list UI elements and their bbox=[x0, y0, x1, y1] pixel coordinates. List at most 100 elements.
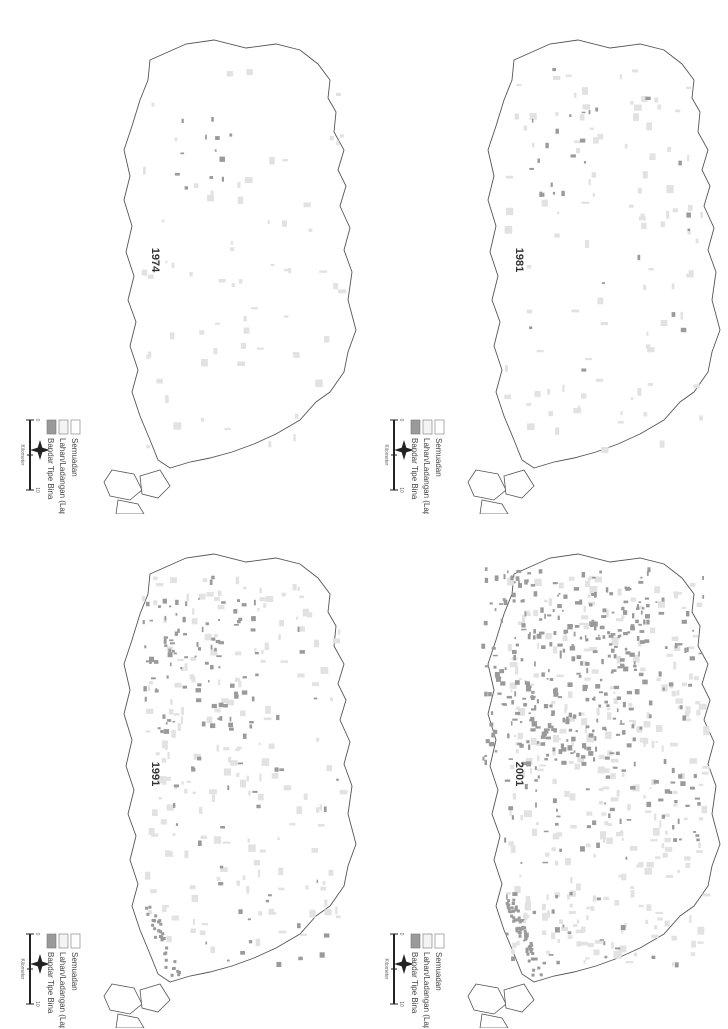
builtup-patch bbox=[580, 661, 583, 666]
builtup-patch bbox=[153, 927, 157, 931]
builtup-patch bbox=[528, 744, 531, 750]
land-patch bbox=[671, 283, 675, 290]
land-patch bbox=[271, 773, 279, 779]
builtup-patch bbox=[535, 802, 537, 808]
builtup-patch bbox=[251, 696, 255, 702]
land-patch bbox=[141, 595, 146, 602]
builtup-patch bbox=[671, 312, 676, 317]
builtup-patch bbox=[552, 747, 556, 752]
land-patch bbox=[697, 941, 704, 944]
land-patch bbox=[660, 221, 666, 228]
builtup-patch bbox=[576, 672, 581, 675]
builtup-patch bbox=[536, 699, 539, 704]
land-patch bbox=[537, 768, 544, 772]
builtup-patch bbox=[696, 838, 700, 842]
builtup-patch bbox=[620, 925, 626, 931]
land-patch bbox=[613, 698, 618, 704]
land-patch bbox=[571, 741, 574, 746]
builtup-patch bbox=[553, 692, 559, 697]
land-patch bbox=[583, 605, 586, 613]
land-patch bbox=[589, 127, 595, 130]
builtup-patch bbox=[211, 116, 214, 122]
land-patch bbox=[525, 896, 531, 903]
land-patch bbox=[333, 283, 338, 290]
land-patch bbox=[155, 752, 160, 756]
scale-start-label: 0 bbox=[34, 933, 40, 936]
builtup-patch bbox=[218, 618, 220, 621]
land-patch bbox=[585, 957, 590, 960]
land-patch bbox=[218, 590, 222, 597]
land-patch bbox=[297, 586, 300, 591]
land-patch bbox=[547, 389, 551, 395]
land-patch bbox=[654, 97, 659, 103]
builtup-patch bbox=[638, 623, 642, 626]
land-patch bbox=[627, 804, 631, 811]
land-patch bbox=[517, 621, 525, 625]
builtup-patch bbox=[157, 929, 161, 933]
builtup-patch bbox=[534, 779, 538, 782]
builtup-patch bbox=[256, 804, 261, 809]
builtup-patch bbox=[552, 68, 556, 72]
land-patch bbox=[589, 647, 597, 652]
builtup-patch bbox=[209, 579, 213, 585]
land-patch bbox=[202, 578, 208, 583]
builtup-patch bbox=[233, 691, 238, 696]
builtup-patch bbox=[504, 837, 507, 843]
land-patch bbox=[624, 143, 628, 149]
legend-label: Lahan/Ladangan (Lapang) bbox=[58, 952, 67, 1028]
builtup-patch bbox=[532, 635, 536, 640]
builtup-patch bbox=[529, 631, 531, 636]
builtup-patch bbox=[316, 879, 319, 883]
builtup-patch bbox=[594, 736, 597, 741]
land-patch bbox=[282, 159, 289, 162]
land-patch bbox=[591, 669, 599, 674]
land-patch bbox=[181, 781, 184, 785]
land-patch bbox=[703, 729, 710, 736]
builtup-patch bbox=[227, 959, 230, 962]
builtup-patch bbox=[512, 650, 517, 655]
land-patch bbox=[209, 789, 217, 795]
builtup-patch bbox=[619, 634, 622, 637]
builtup-patch bbox=[549, 642, 553, 647]
scale-unit-label: Kilometer bbox=[19, 958, 25, 979]
builtup-patch bbox=[565, 718, 570, 725]
builtup-patch bbox=[159, 922, 163, 926]
builtup-patch bbox=[145, 660, 149, 663]
builtup-patch bbox=[299, 650, 305, 654]
land-patch bbox=[632, 719, 636, 726]
builtup-patch bbox=[164, 615, 167, 621]
builtup-patch bbox=[144, 696, 147, 702]
builtup-patch bbox=[687, 647, 689, 653]
land-patch bbox=[512, 942, 517, 948]
land-patch bbox=[303, 202, 311, 208]
builtup-patch bbox=[519, 721, 523, 724]
land-patch bbox=[607, 823, 612, 826]
land-patch bbox=[654, 586, 661, 594]
builtup-patch bbox=[621, 730, 626, 735]
land-patch bbox=[236, 880, 240, 886]
builtup-patch bbox=[551, 710, 555, 716]
land-patch bbox=[522, 920, 526, 924]
builtup-patch bbox=[556, 808, 558, 812]
builtup-patch bbox=[169, 642, 175, 645]
land-patch bbox=[515, 706, 520, 710]
scale-end-label: 10 bbox=[34, 487, 40, 493]
builtup-patch bbox=[658, 671, 662, 677]
legend-swatch bbox=[70, 933, 81, 949]
land-patch bbox=[263, 603, 267, 608]
builtup-patch bbox=[581, 111, 586, 114]
builtup-patch bbox=[526, 952, 530, 956]
land-patch bbox=[222, 841, 231, 844]
builtup-patch bbox=[148, 905, 152, 909]
builtup-patch bbox=[621, 769, 626, 772]
land-patch bbox=[580, 941, 588, 946]
builtup-patch bbox=[686, 212, 691, 218]
builtup-patch bbox=[175, 599, 179, 605]
builtup-patch bbox=[604, 802, 606, 805]
land-patch bbox=[156, 583, 164, 587]
land-patch bbox=[628, 702, 633, 707]
builtup-patch bbox=[581, 572, 586, 578]
land-patch bbox=[556, 674, 564, 678]
land-patch bbox=[559, 728, 567, 734]
builtup-patch bbox=[552, 798, 557, 804]
